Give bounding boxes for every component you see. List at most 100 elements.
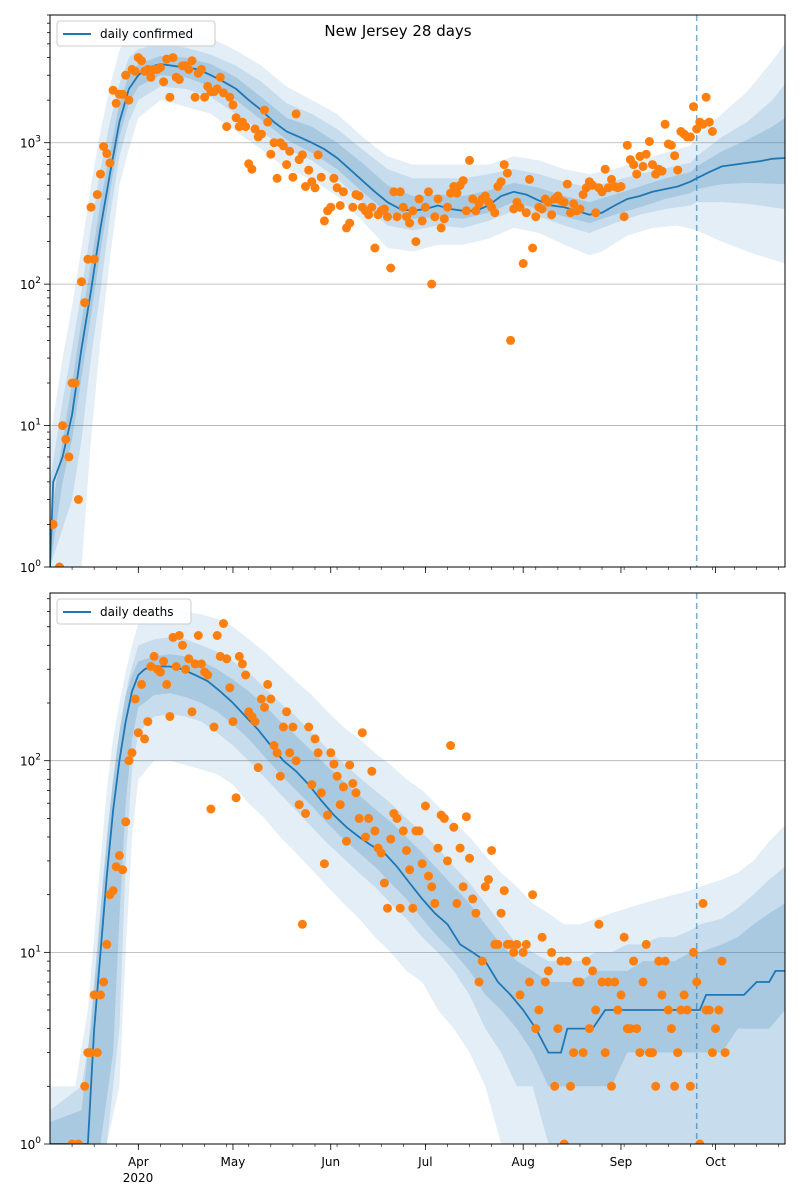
- deaths-data-point: [80, 1081, 90, 1091]
- deaths-data-point: [666, 1024, 676, 1034]
- confirmed-data-point: [77, 277, 86, 287]
- deaths-data-point: [452, 898, 462, 908]
- deaths-data-point: [124, 756, 134, 766]
- deaths-data-point: [525, 977, 534, 987]
- deaths-data-point: [556, 956, 566, 966]
- confirmed-panel: 100 101 102 103 New Jersey 28 days daily co…: [20, 14, 786, 575]
- chart-title: New Jersey 28 days: [324, 22, 471, 40]
- deaths-data-point: [477, 956, 487, 966]
- deaths-data-point: [395, 903, 405, 913]
- deaths-data-point: [133, 728, 143, 738]
- deaths-data-point: [484, 875, 493, 884]
- deaths-data-point: [443, 856, 452, 866]
- confirmed-data-point: [335, 201, 345, 210]
- confirmed-data-point: [165, 92, 175, 102]
- confirmed-data-point: [196, 64, 206, 74]
- confirmed-data-point: [118, 89, 128, 99]
- confirmed-data-point: [285, 146, 295, 156]
- confirmed-data-point: [83, 254, 93, 264]
- deaths-y-tick-label: 101: [20, 944, 41, 960]
- confirmed-data-point: [673, 165, 683, 175]
- deaths-data-point: [219, 619, 228, 628]
- deaths-data-point: [405, 865, 415, 875]
- deaths-panel: 100 101 102 daily deaths Apr May Jun Jul Aug Se…: [20, 592, 786, 1185]
- confirmed-data-point: [515, 202, 525, 212]
- deaths-data-point: [181, 664, 191, 674]
- deaths-data-point: [518, 947, 528, 957]
- deaths-data-point: [468, 894, 478, 904]
- confirmed-data-point: [632, 169, 642, 179]
- deaths-data-point: [616, 990, 626, 1000]
- confirmed-data-point: [215, 72, 225, 82]
- deaths-data-point: [326, 748, 336, 758]
- confirmed-data-point: [272, 173, 282, 183]
- confirmed-data-point: [70, 378, 80, 388]
- deaths-data-point: [332, 771, 342, 781]
- deaths-data-point: [118, 865, 128, 875]
- confirmed-data-point: [392, 212, 402, 222]
- confirmed-data-point: [310, 183, 320, 193]
- deaths-data-point: [143, 717, 153, 727]
- deaths-data-point: [607, 1081, 616, 1091]
- confirmed-data-point: [629, 160, 639, 170]
- deaths-data-point: [515, 990, 525, 1000]
- confirmed-data-point: [395, 187, 405, 197]
- deaths-data-point: [461, 812, 471, 822]
- confirmed-data-point: [146, 72, 156, 82]
- deaths-data-point: [711, 1024, 721, 1034]
- confirmed-data-point: [386, 263, 396, 273]
- confirmed-data-point: [250, 124, 260, 134]
- deaths-grid: [50, 760, 785, 953]
- deaths-data-point: [566, 1081, 575, 1091]
- deaths-data-point: [297, 919, 307, 929]
- confirmed-data-point: [559, 197, 569, 207]
- deaths-data-point: [559, 1139, 569, 1144]
- confirmed-legend-box: [56, 20, 216, 47]
- deaths-data-point: [550, 1081, 560, 1091]
- x-year-label: 2020: [123, 1171, 154, 1185]
- deaths-data-point: [319, 859, 329, 869]
- confirmed-data-point: [528, 243, 538, 253]
- deaths-data-point: [433, 843, 443, 853]
- confirmed-y-tick-label: 101: [20, 418, 41, 434]
- confirmed-data-point: [461, 206, 471, 216]
- confirmed-data-point: [319, 216, 329, 226]
- confirmed-data-point: [443, 202, 452, 212]
- deaths-data-point: [307, 780, 317, 790]
- deaths-data-point: [92, 1048, 102, 1058]
- confirmed-data-point: [159, 77, 169, 87]
- confirmed-data-point: [266, 149, 276, 159]
- confirmed-data-point: [304, 165, 314, 175]
- confirmed-data-point: [502, 168, 512, 178]
- confirmed-data-point: [278, 141, 288, 151]
- deaths-data-point: [241, 670, 251, 680]
- confirmed-data-point: [383, 212, 392, 222]
- confirmed-data-point: [521, 208, 531, 218]
- confirmed-data-point: [130, 66, 140, 76]
- confirmed-data-point: [263, 117, 273, 127]
- deaths-uncertainty-bands: [50, 610, 785, 1144]
- x-month-label: Sep: [610, 1155, 633, 1169]
- confirmed-grid: [50, 142, 785, 426]
- confirmed-uncertainty-bands: [50, 24, 785, 567]
- confirmed-data-point: [354, 191, 364, 201]
- deaths-data-point: [509, 947, 519, 957]
- deaths-data-point: [348, 779, 358, 788]
- deaths-data-point: [285, 748, 295, 758]
- confirmed-data-point: [288, 172, 298, 182]
- deaths-data-point: [685, 1081, 695, 1091]
- deaths-data-point: [96, 990, 105, 1000]
- deaths-data-point: [496, 908, 506, 918]
- deaths-data-point: [594, 919, 604, 929]
- confirmed-data-point: [600, 164, 610, 174]
- deaths-data-point: [376, 848, 386, 858]
- x-month-label: Jun: [320, 1155, 340, 1169]
- confirmed-data-point: [666, 140, 676, 150]
- confirmed-data-point: [411, 237, 421, 247]
- confirmed-data-point: [692, 124, 702, 134]
- deaths-data-point: [335, 800, 345, 810]
- confirmed-data-point: [433, 194, 443, 204]
- deaths-data-point: [73, 1139, 83, 1144]
- confirmed-y-tick-label: 100: [20, 559, 41, 575]
- deaths-data-point: [553, 1024, 563, 1034]
